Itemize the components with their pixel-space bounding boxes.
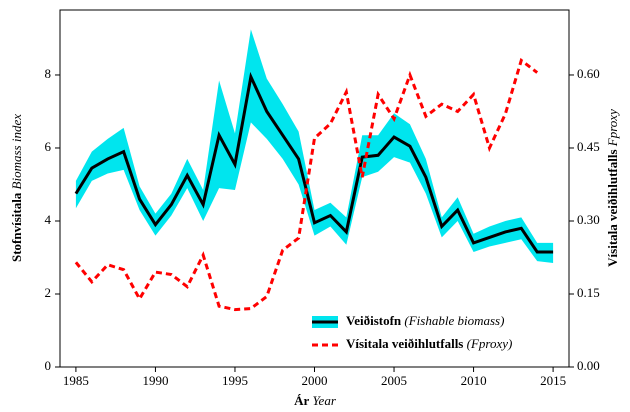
- legend-name-en: (Fishable biomass): [404, 313, 504, 328]
- y-label-en: Biomass index: [9, 114, 24, 190]
- x-tick-label: 2000: [302, 373, 328, 388]
- x-label: Ár: [294, 393, 309, 408]
- x-tick-label: 1990: [142, 373, 168, 388]
- y2-label-en: Fproxy: [605, 109, 620, 147]
- legend-name: Vísitala veiðihlutfalls: [346, 336, 463, 351]
- series-line: [74, 57, 539, 312]
- y2-tick-label: 0.60: [577, 66, 600, 81]
- y2-tick-label: 0.30: [577, 212, 600, 227]
- x-axis-label: Ár Year: [294, 393, 337, 408]
- y-tick-label: 2: [45, 285, 52, 300]
- confidence-band: [75, 29, 554, 263]
- y2-tick-label: 0.00: [577, 358, 600, 373]
- y2-label: Vísitala veiðihlutfalls: [605, 149, 620, 266]
- y-label: Stofnvísitala: [9, 192, 24, 262]
- x-tick-label: 2015: [540, 373, 566, 388]
- x-label-en: Year: [313, 393, 337, 408]
- x-tick-label: 1995: [222, 373, 248, 388]
- y2-tick-label: 0.15: [577, 285, 600, 300]
- y-tick-label: 4: [45, 212, 52, 227]
- y-tick-label: 0: [45, 358, 52, 373]
- y-axis-label: Stofnvísitala Biomass index: [9, 114, 24, 262]
- x-tick-label: 2005: [381, 373, 407, 388]
- series-line: [74, 71, 554, 254]
- legend-name-en: (Fproxy): [467, 336, 513, 351]
- legend-name: Veiðistofn: [346, 313, 402, 328]
- y2-axis-label: Vísitala veiðihlutfalls Fproxy: [605, 109, 620, 267]
- legend-entry: Veiðistofn (Fishable biomass): [346, 313, 504, 328]
- y2-tick-label: 0.45: [577, 139, 600, 154]
- y-tick-label: 8: [45, 66, 52, 81]
- x-tick-label: 1985: [63, 373, 89, 388]
- x-tick-label: 2010: [461, 373, 487, 388]
- legend-entry: Vísitala veiðihlutfalls (Fproxy): [346, 336, 512, 351]
- y-tick-label: 6: [45, 139, 52, 154]
